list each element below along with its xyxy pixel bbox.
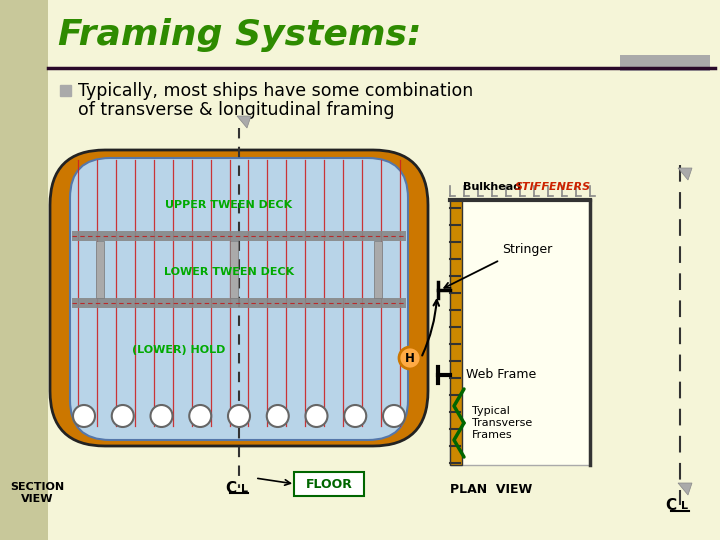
Text: (LOWER) HOLD: (LOWER) HOLD xyxy=(132,345,225,355)
Text: STIFFENERS: STIFFENERS xyxy=(515,182,591,192)
Text: Framing Systems:: Framing Systems: xyxy=(58,18,421,52)
Circle shape xyxy=(399,347,421,369)
Circle shape xyxy=(383,405,405,427)
Bar xyxy=(620,55,710,71)
Bar xyxy=(374,241,382,298)
Polygon shape xyxy=(678,168,692,180)
Bar xyxy=(0,0,48,540)
Text: Web Frame: Web Frame xyxy=(466,368,536,381)
Text: FLOOR: FLOOR xyxy=(305,477,352,490)
Text: $\mathbf{L}$: $\mathbf{L}$ xyxy=(240,482,248,494)
FancyBboxPatch shape xyxy=(294,472,364,496)
Circle shape xyxy=(344,405,366,427)
Text: LOWER TWEEN DECK: LOWER TWEEN DECK xyxy=(164,267,294,277)
Circle shape xyxy=(266,405,289,427)
Bar xyxy=(72,298,406,308)
Text: $\mathbf{L}$: $\mathbf{L}$ xyxy=(680,499,689,511)
Bar xyxy=(96,241,104,298)
Circle shape xyxy=(112,405,134,427)
Text: UPPER TWEEN DECK: UPPER TWEEN DECK xyxy=(166,200,292,210)
Circle shape xyxy=(150,405,173,427)
Text: SECTION
VIEW: SECTION VIEW xyxy=(10,482,64,504)
Text: PLAN  VIEW: PLAN VIEW xyxy=(450,483,532,496)
Circle shape xyxy=(73,405,95,427)
Text: of transverse & longitudinal framing: of transverse & longitudinal framing xyxy=(78,101,395,119)
FancyBboxPatch shape xyxy=(50,150,428,446)
Text: $\mathbf{C}$: $\mathbf{C}$ xyxy=(665,497,677,513)
Circle shape xyxy=(228,405,250,427)
Text: Bulkhead: Bulkhead xyxy=(463,182,525,192)
Text: Stringer: Stringer xyxy=(502,243,552,256)
Text: Typically, most ships have some combination: Typically, most ships have some combinat… xyxy=(78,82,473,100)
Bar xyxy=(450,200,590,465)
Text: $\mathbf{C}$: $\mathbf{C}$ xyxy=(225,480,237,496)
Bar xyxy=(230,241,238,298)
Bar xyxy=(450,200,462,465)
Circle shape xyxy=(189,405,211,427)
Circle shape xyxy=(305,405,328,427)
Text: H: H xyxy=(405,352,415,365)
Bar xyxy=(60,85,71,96)
Polygon shape xyxy=(237,116,251,128)
Bar xyxy=(72,231,406,241)
Polygon shape xyxy=(678,483,692,495)
Text: Typical
Transverse
Frames: Typical Transverse Frames xyxy=(472,407,532,440)
FancyBboxPatch shape xyxy=(70,158,408,440)
Text: #00aa00: #00aa00 xyxy=(236,207,242,208)
